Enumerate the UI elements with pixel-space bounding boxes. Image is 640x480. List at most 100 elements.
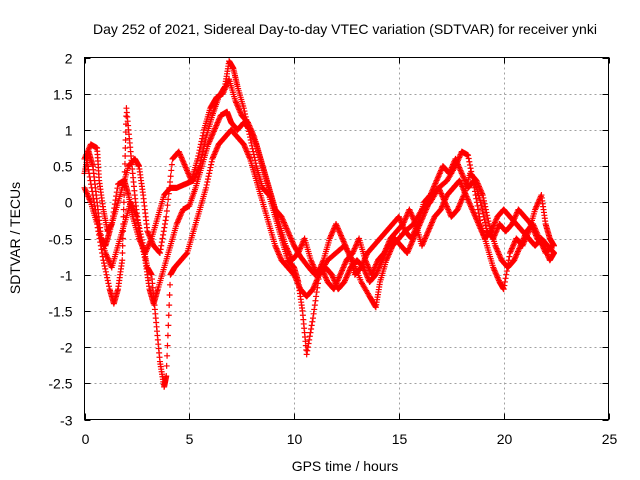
y-axis-label: SDTVAR / TECUs — [7, 182, 23, 294]
y-tick-label: 2 — [65, 51, 73, 67]
x-tick-label: 25 — [602, 431, 618, 447]
y-tick-label: -2.5 — [48, 376, 72, 392]
data-point — [483, 209, 490, 216]
data-point — [309, 315, 316, 322]
data-point — [480, 213, 487, 220]
data-point — [106, 283, 113, 290]
data-point — [482, 203, 489, 210]
x-tick-label: 10 — [287, 431, 303, 447]
data-point — [139, 239, 146, 246]
data-point — [165, 196, 172, 203]
data-point — [100, 257, 107, 264]
y-tick-label: -1 — [60, 268, 73, 284]
data-point — [482, 219, 489, 226]
data-point — [183, 250, 190, 257]
data-point — [168, 161, 175, 168]
y-tick-label: -3 — [60, 413, 73, 429]
data-point — [134, 216, 141, 223]
data-point — [466, 162, 473, 169]
data-point — [133, 213, 140, 220]
data-point — [501, 282, 508, 289]
data-point — [465, 152, 472, 159]
data-point — [197, 141, 204, 148]
data-point — [198, 138, 205, 145]
data-point — [308, 322, 315, 329]
x-tick-label: 20 — [497, 431, 513, 447]
data-point — [303, 351, 310, 358]
data-point — [251, 154, 258, 161]
data-point — [163, 213, 170, 220]
data-point — [201, 142, 208, 149]
data-point — [240, 105, 247, 112]
data-point — [166, 291, 173, 298]
data-point — [156, 249, 163, 256]
data-point — [156, 249, 163, 256]
chart-title: Day 252 of 2021, Sidereal Day-to-day VTE… — [93, 21, 597, 37]
data-point — [100, 260, 107, 267]
data-point — [502, 275, 509, 282]
data-point — [163, 373, 170, 380]
y-tick-label: 0.5 — [53, 159, 73, 175]
data-point — [160, 228, 167, 235]
data-point — [479, 207, 486, 214]
data-point — [206, 167, 213, 174]
data-point — [122, 137, 129, 144]
x-tick-label: 5 — [186, 431, 194, 447]
data-point — [167, 179, 174, 186]
data-point — [122, 152, 129, 159]
data-point — [481, 216, 488, 223]
data-point — [122, 145, 129, 151]
data-point — [313, 289, 320, 296]
data-point — [102, 268, 109, 275]
data-point — [310, 310, 317, 317]
data-point — [102, 265, 109, 272]
x-axis-ticks: 0 5 10 15 20 25 — [82, 57, 618, 447]
data-point — [306, 336, 313, 343]
data-point — [478, 202, 485, 209]
data-point — [162, 217, 169, 224]
data-point — [311, 302, 318, 309]
data-point — [105, 280, 112, 287]
data-point — [501, 278, 508, 285]
data-point — [474, 202, 481, 209]
data-point — [313, 293, 320, 300]
y-tick-label: -1.5 — [48, 304, 72, 320]
data-point — [482, 222, 489, 229]
data-point — [119, 257, 126, 264]
data-point — [123, 113, 130, 120]
data-point — [194, 155, 201, 162]
data-point — [164, 342, 171, 349]
data-point — [306, 333, 313, 340]
data-point — [250, 151, 257, 158]
data-point — [304, 344, 311, 351]
data-point — [158, 242, 165, 249]
data-point — [163, 207, 170, 214]
data-series — [81, 58, 558, 390]
y-tick-label: 1 — [65, 123, 73, 139]
data-point — [204, 179, 211, 186]
data-point — [312, 297, 319, 304]
data-point — [197, 144, 204, 151]
data-point — [466, 158, 473, 165]
data-point — [503, 271, 510, 278]
data-point — [506, 253, 513, 260]
data-point — [208, 158, 215, 165]
data-point — [120, 206, 127, 213]
data-point — [121, 160, 128, 167]
data-point — [207, 164, 214, 171]
data-point — [199, 132, 206, 139]
data-point — [204, 176, 211, 183]
data-point — [249, 145, 256, 152]
data-point — [477, 199, 484, 206]
data-point — [505, 257, 512, 264]
data-point — [199, 135, 206, 142]
data-point — [166, 302, 173, 309]
data-point — [104, 277, 111, 284]
data-point — [203, 184, 210, 191]
data-point — [196, 147, 203, 154]
data-point — [309, 318, 316, 325]
data-point — [164, 202, 171, 209]
data-point — [484, 212, 491, 219]
data-point — [161, 224, 168, 231]
data-point — [500, 286, 507, 293]
